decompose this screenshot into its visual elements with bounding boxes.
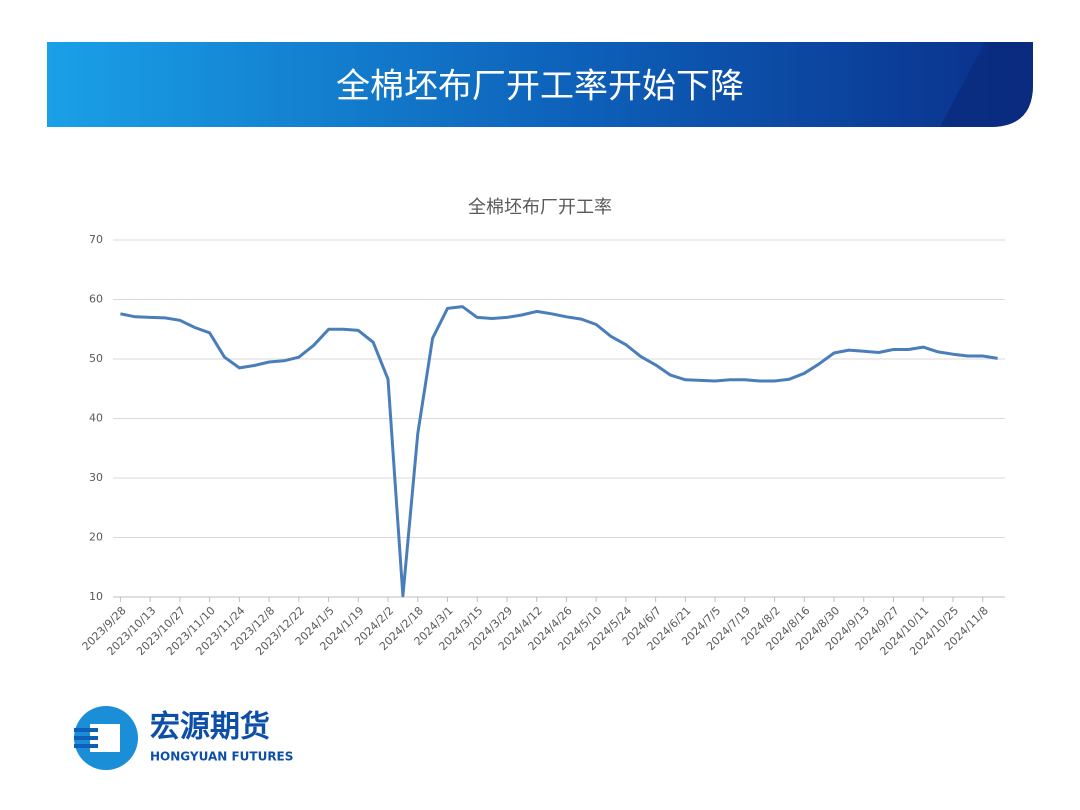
y-tick-label: 50 xyxy=(89,352,103,365)
y-tick-label: 40 xyxy=(89,412,103,425)
y-tick-label: 10 xyxy=(89,590,103,603)
header-title: 全棉坯布厂开工率开始下降 xyxy=(336,67,744,107)
logo-stripe xyxy=(74,736,98,740)
y-tick-label: 70 xyxy=(89,233,103,246)
chart-title: 全棉坯布厂开工率 xyxy=(468,197,612,218)
y-tick-label: 60 xyxy=(89,293,103,306)
data-line xyxy=(120,305,998,598)
logo-stripe xyxy=(74,744,98,748)
logo-english: HONGYUAN FUTURES xyxy=(150,750,293,764)
y-tick-label: 20 xyxy=(89,531,103,544)
logo: 宏源期货 HONGYUAN FUTURES xyxy=(74,706,293,770)
y-tick-label: 30 xyxy=(89,471,103,484)
logo-name: 宏源期货 xyxy=(150,710,270,745)
header-banner xyxy=(47,42,1033,127)
logo-stripe xyxy=(74,728,98,732)
banner-accent xyxy=(940,42,1033,127)
